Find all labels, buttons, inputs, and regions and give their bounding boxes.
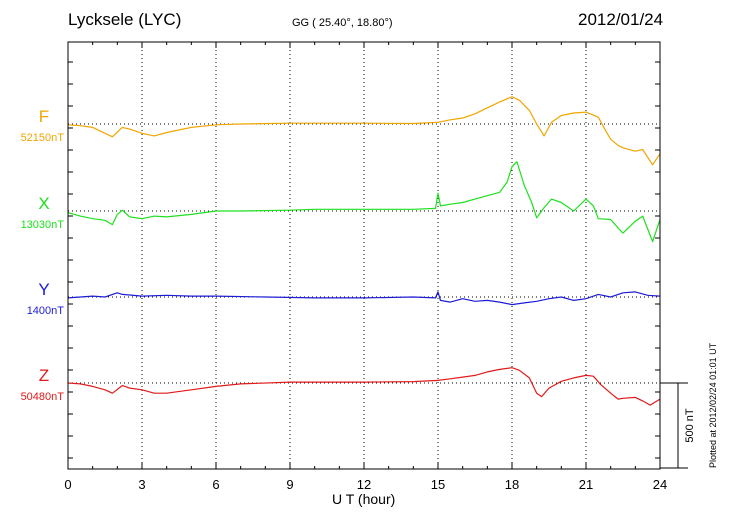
series-baseline-x: 13030nT: [21, 219, 65, 231]
geographic-coordinates: GG ( 25.40°, 18.80°): [292, 17, 393, 29]
series-line-y: [67, 291, 661, 306]
series-baseline-z: 50480nT: [21, 391, 65, 403]
series-line-x: [67, 161, 661, 243]
series-name-f: F: [39, 107, 49, 126]
x-tick-label: 15: [431, 477, 445, 492]
series-line-z: [67, 367, 661, 406]
series-name-y: Y: [38, 280, 49, 299]
x-tick-label: 18: [505, 477, 519, 492]
plot-frame: [67, 41, 661, 470]
x-tick-label: 21: [579, 477, 593, 492]
axis-ticks: 0 3 6 9 12 15 18 21 24: [64, 42, 667, 492]
x-tick-label: 0: [64, 477, 71, 492]
series-line-f: [67, 96, 661, 166]
x-tick-label: 9: [286, 477, 293, 492]
x-tick-label: 6: [212, 477, 219, 492]
x-tick-label: 3: [138, 477, 145, 492]
grid-lines: [68, 42, 660, 469]
x-tick-label: 12: [357, 477, 371, 492]
scale-bar-label: 500 nT: [684, 408, 696, 443]
series-name-z: Z: [39, 366, 49, 385]
series-baseline-f: 52150nT: [21, 132, 65, 144]
x-axis-label: U T (hour): [332, 491, 396, 507]
station-title: Lycksele (LYC): [68, 10, 182, 29]
series-name-x: X: [38, 194, 49, 213]
series-baseline-y: 1400nT: [27, 305, 65, 317]
series-labels: F 52150nT X 13030nT Y 1400nT Z 50480nT: [21, 107, 65, 403]
series-layer: [67, 96, 661, 406]
scale-bar: 500 nT: [660, 382, 696, 469]
date-label: 2012/01/24: [578, 10, 664, 29]
x-tick-label: 24: [653, 477, 667, 492]
